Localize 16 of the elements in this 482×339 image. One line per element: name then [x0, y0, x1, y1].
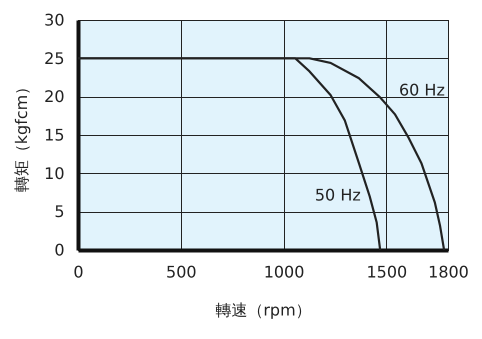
y-tick-label: 25 — [44, 48, 64, 68]
x-tick-label: 0 — [73, 262, 84, 282]
x-tick-label: 500 — [166, 262, 197, 282]
y-tick-label: 10 — [44, 164, 64, 183]
y-axis-title: 轉矩（kgfcm） — [12, 78, 32, 192]
y-tick-label: 20 — [44, 87, 64, 106]
x-tick-label: 1500 — [366, 262, 408, 282]
y-tick-label: 30 — [44, 10, 64, 30]
y-tick-label: 0 — [54, 240, 64, 260]
annotation: 50 Hz — [314, 185, 361, 204]
x-tick-label: 1800 — [428, 262, 469, 282]
y-tick-label: 5 — [54, 202, 64, 222]
y-tick-label: 15 — [44, 126, 64, 144]
x-tick-label: 1000 — [264, 262, 304, 282]
x-axis-title: 轉速（rpm） — [215, 300, 312, 320]
annotation: 60 Hz — [398, 80, 445, 100]
